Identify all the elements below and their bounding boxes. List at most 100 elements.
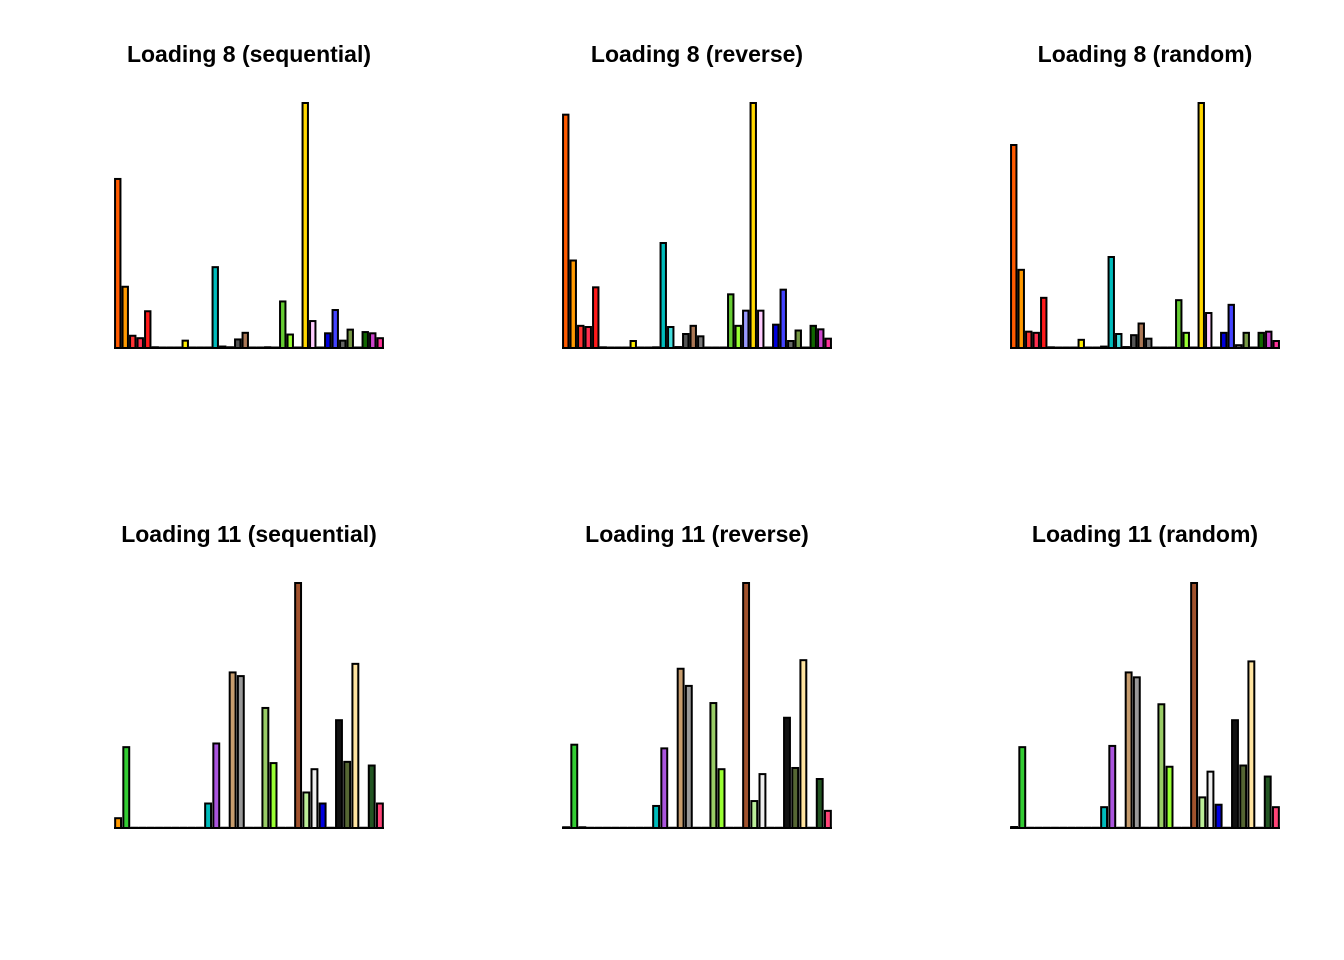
bars-group — [114, 582, 384, 830]
panel-2: Loading 8 (random) — [1010, 41, 1280, 350]
bar — [577, 324, 585, 349]
bar — [1124, 671, 1133, 829]
bar — [1017, 268, 1025, 349]
bar — [310, 768, 319, 830]
bars-group — [114, 102, 384, 350]
bar — [1182, 331, 1190, 349]
bar — [742, 582, 751, 829]
bar — [114, 817, 123, 830]
bar — [676, 667, 685, 829]
bar — [1242, 331, 1250, 349]
bar — [727, 293, 735, 349]
bar — [1130, 334, 1138, 350]
bar — [783, 716, 791, 829]
panel-title: Loading 8 (sequential) — [127, 41, 371, 67]
bar — [286, 333, 294, 349]
bar — [772, 323, 780, 350]
bar — [369, 332, 377, 349]
bar — [1040, 296, 1048, 349]
panel-5: Loading 11 (random) — [1010, 521, 1280, 830]
bar — [815, 778, 824, 829]
bar — [1115, 333, 1123, 349]
bar — [279, 300, 287, 350]
bar — [211, 266, 219, 349]
bar — [684, 684, 693, 830]
bar — [324, 332, 332, 349]
bar — [817, 328, 825, 349]
bar — [302, 791, 311, 829]
bar — [294, 582, 303, 829]
bar — [1165, 765, 1174, 829]
panel-title: Loading 11 (random) — [1032, 521, 1258, 547]
bar — [335, 719, 343, 830]
bar — [1227, 303, 1235, 349]
bar — [367, 764, 376, 830]
bar — [749, 102, 757, 349]
bar — [569, 259, 577, 349]
bar — [204, 802, 213, 829]
bar — [346, 328, 354, 350]
panel-title: Loading 11 (reverse) — [585, 521, 809, 547]
panel-3: Loading 11 (sequential) — [114, 521, 384, 830]
bar — [682, 333, 690, 349]
bar — [234, 338, 242, 350]
bar — [1205, 312, 1213, 349]
bar — [1132, 676, 1141, 830]
bar — [1220, 331, 1228, 349]
bar — [228, 671, 237, 829]
bar — [709, 702, 718, 829]
bar — [660, 747, 669, 830]
bar — [309, 320, 317, 349]
bar — [757, 309, 765, 350]
bar — [1206, 770, 1215, 830]
bar — [1197, 102, 1205, 349]
bar — [136, 337, 144, 350]
bar — [570, 743, 579, 830]
bar — [1190, 582, 1199, 829]
bar — [339, 339, 347, 349]
bar — [129, 334, 137, 349]
bar — [1010, 144, 1018, 349]
bar — [212, 742, 221, 829]
bar — [343, 760, 352, 829]
bar — [1175, 299, 1183, 350]
bar — [1108, 744, 1117, 829]
bar — [584, 326, 592, 349]
bar — [121, 285, 129, 349]
bar — [1032, 331, 1040, 349]
bar — [361, 331, 369, 350]
panel-0: Loading 8 (sequential) — [114, 41, 384, 350]
bar — [824, 337, 832, 350]
bar — [122, 746, 131, 830]
bar — [1271, 806, 1280, 829]
bar — [1025, 330, 1033, 350]
bar — [1157, 703, 1166, 829]
bar — [742, 309, 750, 350]
bar — [1239, 764, 1248, 830]
bar — [809, 324, 817, 349]
bar — [1018, 746, 1027, 830]
bar — [1265, 330, 1273, 350]
panel-title: Loading 8 (reverse) — [591, 41, 803, 67]
bar — [799, 659, 808, 829]
bar — [1100, 806, 1109, 829]
bar — [823, 809, 832, 829]
bar — [562, 113, 570, 349]
panel-title: Loading 8 (random) — [1038, 41, 1253, 67]
bar — [351, 662, 360, 829]
bar — [1257, 331, 1265, 349]
bars-group — [562, 582, 832, 830]
bar — [1231, 719, 1239, 830]
bar — [689, 324, 697, 349]
bar — [114, 177, 122, 349]
bars-group — [1010, 102, 1280, 350]
bar — [1137, 322, 1145, 349]
bar — [629, 340, 637, 349]
bar — [376, 337, 384, 350]
bar — [261, 706, 270, 830]
bar — [1247, 660, 1256, 830]
bar — [241, 331, 249, 349]
bar — [652, 804, 661, 830]
bar — [1263, 775, 1272, 829]
